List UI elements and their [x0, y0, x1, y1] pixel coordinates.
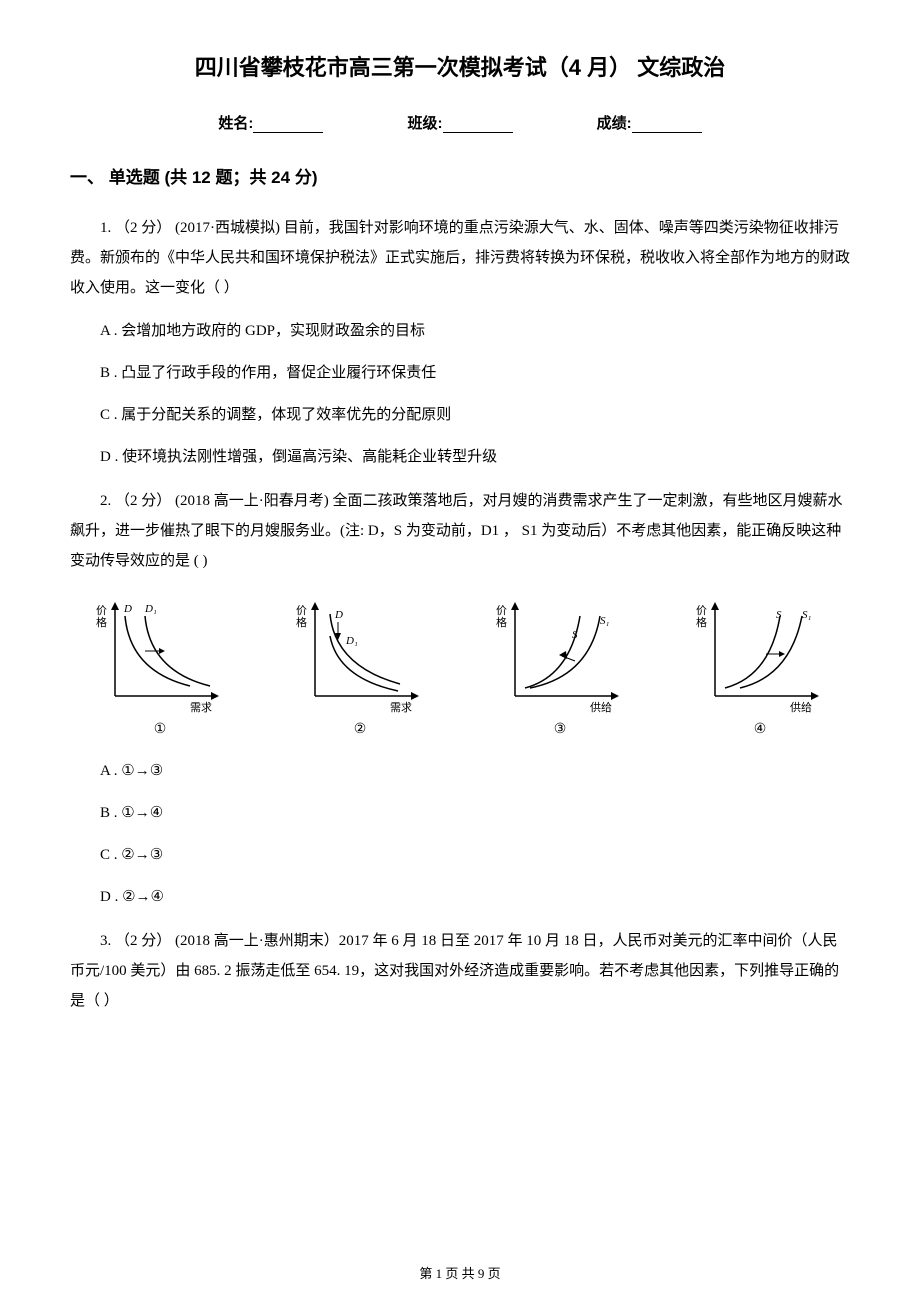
question-3: 3. （2 分） (2018 高一上·惠州期末）2017 年 6 月 18 日至…: [70, 926, 850, 1016]
question-2: 2. （2 分） (2018 高一上·阳春月考) 全面二孩政策落地后，对月嫂的消…: [70, 486, 850, 911]
svg-text:D: D: [123, 603, 132, 615]
svg-text:格: 格: [296, 615, 307, 629]
q2-option-b: B . ①→④: [100, 800, 850, 827]
chart-1-num: ①: [154, 721, 167, 738]
score-label: 成绩:: [597, 115, 632, 132]
svg-text:格: 格: [96, 615, 107, 629]
q2-option-a: A . ①→③: [100, 758, 850, 785]
chart-4: 价 格 供给 S S₁ ④: [690, 596, 830, 738]
svg-text:价: 价: [696, 604, 707, 617]
class-label: 班级:: [408, 115, 443, 132]
svg-text:D₁: D₁: [144, 603, 157, 615]
class-blank: [443, 132, 513, 133]
svg-text:供给: 供给: [790, 700, 812, 714]
q2-option-d: D . ②→④: [100, 884, 850, 911]
question-1: 1. （2 分） (2017·西城模拟) 目前，我国针对影响环境的重点污染源大气…: [70, 213, 850, 471]
q1-stem: 1. （2 分） (2017·西城模拟) 目前，我国针对影响环境的重点污染源大气…: [70, 213, 850, 303]
score-blank: [632, 132, 702, 133]
svg-text:S₁: S₁: [600, 615, 610, 627]
svg-text:S: S: [776, 609, 782, 621]
q1-option-c: C . 属于分配关系的调整，体现了效率优先的分配原则: [100, 402, 850, 429]
svg-text:格: 格: [496, 615, 507, 629]
q2-option-c: C . ②→③: [100, 842, 850, 869]
q1-option-b: B . 凸显了行政手段的作用，督促企业履行环保责任: [100, 360, 850, 387]
svg-text:供给: 供给: [590, 700, 612, 714]
svg-text:S: S: [572, 629, 578, 641]
svg-text:S₁: S₁: [802, 609, 812, 621]
q1-option-d: D . 使环境执法刚性增强，倒逼高污染、高能耗企业转型升级: [100, 444, 850, 471]
q2-stem: 2. （2 分） (2018 高一上·阳春月考) 全面二孩政策落地后，对月嫂的消…: [70, 486, 850, 576]
q1-option-a: A . 会增加地方政府的 GDP，实现财政盈余的目标: [100, 318, 850, 345]
svg-text:价: 价: [296, 604, 307, 617]
q3-stem: 3. （2 分） (2018 高一上·惠州期末）2017 年 6 月 18 日至…: [70, 926, 850, 1016]
chart-1: 价 格 需求 D D₁ ①: [90, 596, 230, 738]
section-header: 一、 单选题 (共 12 题；共 24 分): [70, 163, 850, 188]
student-info-line: 姓名: 班级: 成绩:: [70, 112, 850, 133]
svg-text:D₁: D₁: [345, 635, 358, 647]
chart-2-num: ②: [354, 721, 367, 738]
svg-text:需求: 需求: [390, 701, 412, 714]
name-blank: [253, 132, 323, 133]
exam-title: 四川省攀枝花市高三第一次模拟考试（4 月） 文综政治: [70, 50, 850, 82]
svg-text:价: 价: [496, 604, 507, 617]
chart-4-num: ④: [754, 721, 767, 738]
chart-3-num: ③: [554, 721, 567, 738]
chart-2: 价 格 需求 D D₁ ②: [290, 596, 430, 738]
page-footer: 第 1 页 共 9 页: [0, 1263, 920, 1282]
name-label: 姓名:: [218, 115, 253, 132]
svg-text:D: D: [334, 609, 343, 621]
svg-text:价: 价: [96, 604, 107, 617]
svg-text:需求: 需求: [190, 701, 212, 714]
chart-3: 价 格 供给 S₁ S ③: [490, 596, 630, 738]
svg-text:格: 格: [696, 615, 707, 629]
q2-charts-row: 价 格 需求 D D₁ ①: [70, 596, 850, 738]
